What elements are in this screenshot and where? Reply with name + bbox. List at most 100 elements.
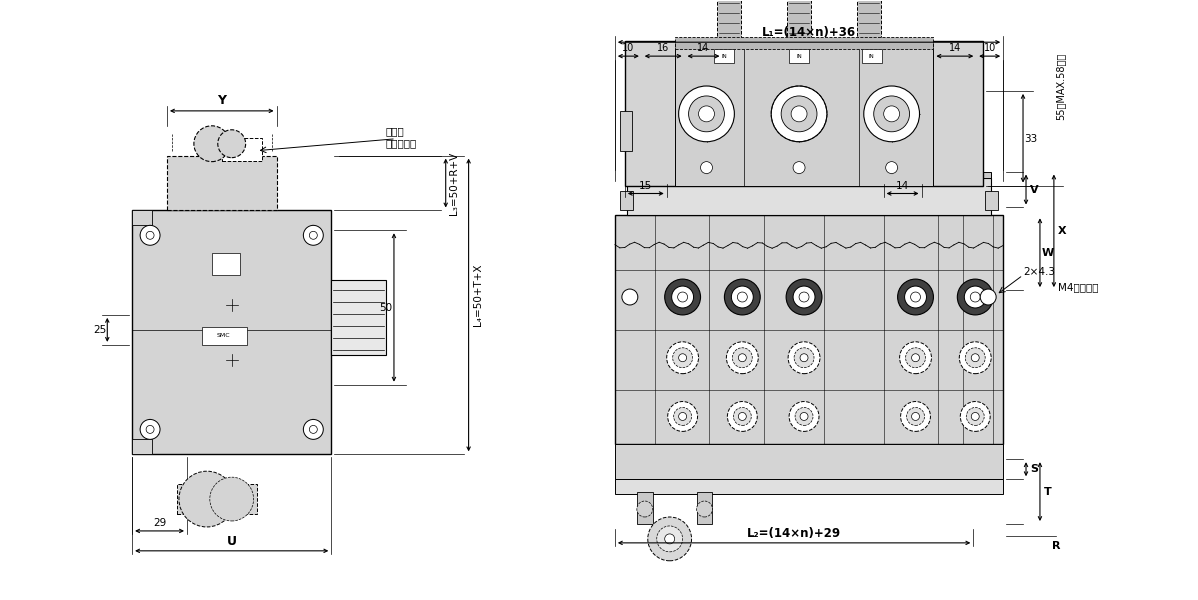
Circle shape (800, 412, 807, 421)
Circle shape (967, 407, 985, 425)
Circle shape (672, 348, 692, 368)
Text: M4ねじ用穴: M4ねじ用穴 (1058, 282, 1099, 292)
Circle shape (957, 279, 993, 315)
Bar (222, 138, 261, 161)
Text: R: R (1052, 541, 1060, 551)
Circle shape (864, 86, 920, 142)
Circle shape (673, 407, 691, 425)
Bar (201, 327, 247, 345)
Circle shape (672, 286, 694, 308)
Circle shape (666, 342, 698, 374)
Bar (674, 41, 933, 185)
Bar (857, 0, 881, 41)
Circle shape (738, 354, 746, 362)
Circle shape (793, 161, 805, 173)
Circle shape (884, 106, 900, 122)
Circle shape (786, 279, 822, 315)
Circle shape (665, 279, 701, 315)
Text: Y: Y (217, 94, 226, 107)
Circle shape (781, 96, 817, 132)
Circle shape (678, 292, 688, 302)
Circle shape (912, 412, 920, 421)
Text: 15: 15 (640, 181, 653, 191)
Text: S: S (1030, 464, 1037, 474)
Circle shape (799, 292, 809, 302)
Text: 10: 10 (984, 43, 996, 53)
Text: 33: 33 (1024, 134, 1037, 144)
Circle shape (701, 161, 713, 173)
Circle shape (966, 348, 985, 368)
Circle shape (309, 232, 317, 239)
Text: （付属品）: （付属品） (386, 138, 417, 148)
Circle shape (901, 401, 931, 431)
Circle shape (140, 419, 161, 439)
Circle shape (727, 401, 757, 431)
Circle shape (210, 477, 254, 521)
Bar (132, 439, 152, 454)
Circle shape (732, 286, 754, 308)
Bar (861, 49, 882, 63)
Circle shape (678, 354, 686, 362)
Text: L₃=50+R+V: L₃=50+R+V (449, 151, 459, 215)
Bar (615, 479, 1003, 494)
Bar (625, 41, 984, 185)
Circle shape (648, 517, 691, 561)
Bar (132, 211, 152, 226)
Text: 14: 14 (697, 43, 709, 53)
Bar (615, 215, 1003, 445)
Text: 14: 14 (896, 181, 909, 191)
Circle shape (146, 425, 155, 433)
Bar (212, 253, 240, 275)
Text: U: U (226, 535, 237, 548)
Bar (696, 492, 713, 524)
Circle shape (970, 292, 980, 302)
Text: IN: IN (721, 53, 727, 59)
Text: IN: IN (797, 53, 801, 59)
Text: L₁=(14×n)+36: L₁=(14×n)+36 (762, 26, 857, 39)
Bar (167, 155, 277, 211)
Circle shape (698, 106, 714, 122)
Circle shape (789, 401, 819, 431)
Bar (177, 484, 256, 514)
Text: 55（MAX.58）注: 55（MAX.58）注 (1055, 52, 1066, 119)
Text: 10: 10 (622, 43, 635, 53)
Circle shape (146, 232, 155, 239)
Circle shape (885, 161, 897, 173)
Circle shape (733, 407, 751, 425)
Bar (615, 445, 1003, 479)
Circle shape (794, 348, 813, 368)
Circle shape (696, 501, 713, 517)
Circle shape (737, 292, 748, 302)
Circle shape (972, 412, 979, 421)
Circle shape (910, 292, 920, 302)
Bar (714, 49, 734, 63)
Circle shape (194, 126, 230, 161)
Text: 16: 16 (657, 43, 670, 53)
Circle shape (873, 96, 909, 132)
Circle shape (960, 342, 991, 374)
Circle shape (218, 130, 246, 158)
Bar (674, 37, 933, 49)
Circle shape (726, 342, 758, 374)
Text: L₄=50+T+X: L₄=50+T+X (472, 264, 483, 326)
Text: 2×4.3: 2×4.3 (1023, 267, 1055, 277)
Bar (985, 191, 998, 211)
Circle shape (791, 106, 807, 122)
Circle shape (980, 289, 997, 305)
Circle shape (140, 226, 161, 245)
Circle shape (800, 354, 807, 362)
Text: SMC: SMC (217, 334, 230, 338)
Bar (619, 111, 631, 151)
Text: 14: 14 (949, 43, 961, 53)
Circle shape (689, 96, 725, 132)
Circle shape (179, 471, 235, 527)
Circle shape (964, 286, 986, 308)
Bar (637, 492, 653, 524)
Circle shape (972, 354, 979, 362)
Bar (331, 280, 386, 355)
Circle shape (772, 86, 827, 142)
Circle shape (907, 407, 925, 425)
Circle shape (678, 412, 686, 421)
Circle shape (912, 354, 920, 362)
Circle shape (788, 342, 819, 374)
